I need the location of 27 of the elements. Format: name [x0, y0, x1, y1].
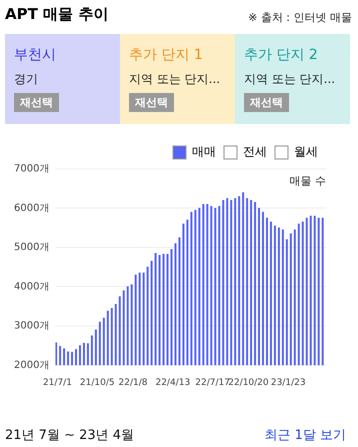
y-tick-label: 4000개	[14, 281, 50, 292]
x-tick-label: 21/7/1	[42, 378, 72, 388]
x-tick-label: 22/7/17	[195, 378, 230, 388]
y-tick-label: 5000개	[14, 242, 50, 254]
chart-title: APT 매물 추이	[5, 5, 108, 24]
text: ※ 출처 : 인터넷 매물	[248, 10, 352, 25]
selection-card: 추가 단지 2 지역 또는 단지... 재선택	[235, 34, 350, 124]
y-tick-label: 7000개	[14, 164, 50, 175]
x-tick-label: 23/1/23	[270, 378, 306, 388]
y-tick-label: 6000개	[14, 202, 50, 214]
legend-label: 전세	[243, 144, 267, 159]
text: 21년 7월 ~ 23년 4월	[5, 427, 134, 444]
x-tick-label: 22/4/13	[155, 378, 190, 388]
reselect-button: 재선택	[129, 93, 174, 112]
x-tick-label: 22/1/8	[118, 378, 148, 388]
x-tick-label: 21/10/5	[80, 378, 115, 388]
legend-label: 월세	[294, 144, 318, 159]
y-tick-label: 3000개	[14, 320, 50, 332]
recent-month-link: 최근 1달 보기	[264, 427, 346, 444]
selection-card: 추가 단지 1 지역 또는 단지... 재선택	[120, 34, 235, 124]
y-tick-label: 2000개	[14, 360, 50, 371]
y-axis-title: 매물 수	[290, 174, 326, 188]
selection-card: 부천시 경기 재선택	[5, 34, 120, 124]
reselect-button: 재선택	[14, 93, 59, 112]
x-tick-label: 22/10/20	[228, 378, 269, 388]
legend-label: 매매	[192, 144, 216, 159]
reselect-button: 재선택	[244, 93, 289, 112]
